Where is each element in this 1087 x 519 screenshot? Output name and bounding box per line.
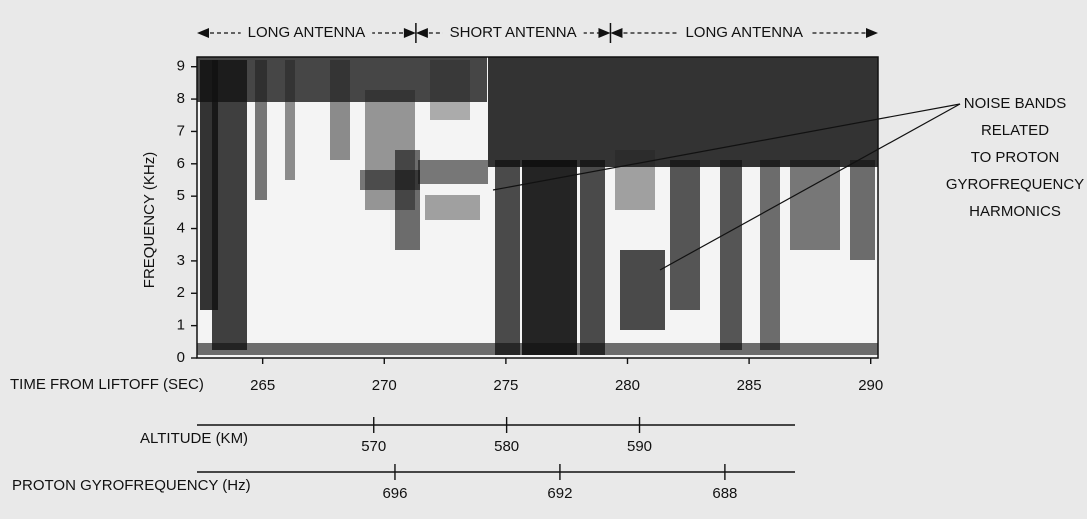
segment-label: LONG ANTENNA <box>685 24 803 41</box>
secondary-axis-label: ALTITUDE (KM) <box>140 430 248 447</box>
secondary-tick-label: 696 <box>382 485 407 502</box>
y-tick-label: 8 <box>177 90 185 107</box>
figure: TIME FROM LIFTOFF (SEC) FREQUENCY (KHz) … <box>0 0 1087 519</box>
x-tick-label: 285 <box>737 377 762 394</box>
y-tick-label: 0 <box>177 349 185 366</box>
secondary-tick-label: 688 <box>712 485 737 502</box>
y-tick-label: 7 <box>177 122 185 139</box>
y-tick-label: 4 <box>177 220 185 237</box>
secondary-tick-label: 692 <box>547 485 572 502</box>
annotation-line: RELATED <box>981 122 1049 139</box>
y-tick-label: 5 <box>177 187 185 204</box>
x-tick-label: 290 <box>858 377 883 394</box>
annotation-line: GYROFREQUENCY <box>946 176 1084 193</box>
x-tick-label: 270 <box>372 377 397 394</box>
secondary-axis-label: PROTON GYROFREQUENCY (Hz) <box>12 477 251 494</box>
y-tick-label: 9 <box>177 58 185 75</box>
annotation-line: HARMONICS <box>969 203 1061 220</box>
spectrogram-texture <box>197 57 878 358</box>
segment-label: SHORT ANTENNA <box>450 24 577 41</box>
x-tick-label: 275 <box>493 377 518 394</box>
y-tick-label: 2 <box>177 284 185 301</box>
secondary-tick-label: 580 <box>494 438 519 455</box>
x-tick-label: 280 <box>615 377 640 394</box>
segment-label: LONG ANTENNA <box>248 24 366 41</box>
y-tick-label: 3 <box>177 252 185 269</box>
annotation-line: NOISE BANDS <box>964 95 1067 112</box>
y-tick-label: 1 <box>177 317 185 334</box>
x-tick-label: 265 <box>250 377 275 394</box>
y-tick-label: 6 <box>177 155 185 172</box>
x-axis-label: TIME FROM LIFTOFF (SEC) <box>10 376 204 393</box>
secondary-tick-label: 570 <box>361 438 386 455</box>
secondary-tick-label: 590 <box>627 438 652 455</box>
annotation-line: TO PROTON <box>971 149 1060 166</box>
y-axis-label: FREQUENCY (KHz) <box>141 152 158 288</box>
